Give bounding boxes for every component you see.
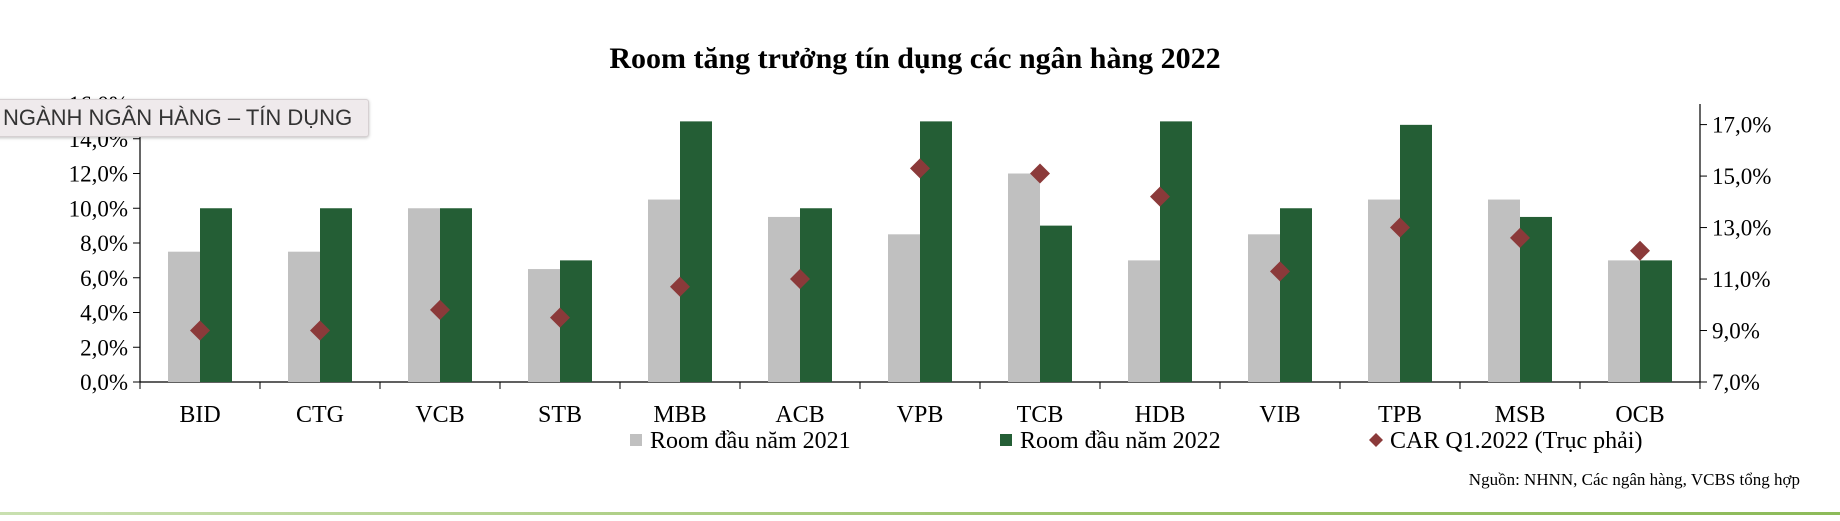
legend-label-1: Room đầu năm 2021 <box>650 428 851 454</box>
car-marker-hdb <box>1150 186 1170 207</box>
left-tick-label: 8,0% <box>80 231 128 256</box>
car-marker-ocb <box>1630 240 1650 261</box>
right-tick-label: 9,0% <box>1712 319 1760 344</box>
bar-room-2022-tpb <box>1400 124 1432 382</box>
legend-swatch-3 <box>1369 433 1383 447</box>
chart-title: Room tăng trưởng tín dụng các ngân hàng … <box>609 42 1220 75</box>
bar-room-2022-tcb <box>1040 225 1072 382</box>
legend-swatch-1 <box>630 434 642 446</box>
bar-room-2022-bid <box>200 208 232 382</box>
bar-room-2021-bid <box>168 251 200 382</box>
category-label-mbb: MBB <box>653 402 706 428</box>
legend-label-3: CAR Q1.2022 (Trục phải) <box>1390 428 1642 454</box>
category-labels: BID CTG VCB STB MBB ACB VPB TCB HDB VIB TPB MSB OCB <box>179 402 1664 428</box>
car-marker-vcb <box>430 299 450 320</box>
car-marker-vpb <box>910 158 930 179</box>
bar-room-2022-ocb <box>1640 260 1672 382</box>
bar-room-2022-vpb <box>920 121 952 382</box>
car-marker-tcb <box>1030 163 1050 184</box>
category-label-hdb: HDB <box>1135 402 1186 428</box>
right-tick-label: 15,0% <box>1712 164 1771 189</box>
car-marker-msb <box>1510 227 1530 248</box>
bar-room-2022-vib <box>1280 208 1312 382</box>
bar-room-2021-vcb <box>408 208 440 382</box>
left-tick-label: 6,0% <box>80 266 128 291</box>
right-tick-label: 13,0% <box>1712 216 1771 241</box>
car-marker-ctg <box>310 320 330 341</box>
car-marker-mbb <box>670 276 690 297</box>
bars <box>168 121 1672 382</box>
bar-room-2022-vcb <box>440 208 472 382</box>
left-tick-label: 2,0% <box>80 335 128 360</box>
category-label-ctg: CTG <box>296 402 344 428</box>
category-label-vib: VIB <box>1259 402 1300 428</box>
bar-room-2022-ctg <box>320 208 352 382</box>
source-note: Nguồn: NHNN, Các ngân hàng, VCBS tổng hợ… <box>1468 470 1800 489</box>
category-label-ocb: OCB <box>1615 402 1664 428</box>
car-marker-tpb <box>1390 217 1410 238</box>
car-marker-acb <box>790 269 810 290</box>
category-label-tpb: TPB <box>1378 402 1422 428</box>
category-label-vcb: VCB <box>415 402 464 428</box>
bar-room-2021-hdb <box>1128 260 1160 382</box>
bar-room-2022-acb <box>800 208 832 382</box>
category-label-acb: ACB <box>775 402 824 428</box>
legend-label-2: Room đầu năm 2022 <box>1020 428 1221 454</box>
bar-room-2022-hdb <box>1160 121 1192 382</box>
car-marker-vib <box>1270 261 1290 282</box>
category-label-stb: STB <box>538 402 582 428</box>
right-tick-label: 7,0% <box>1712 370 1760 395</box>
bar-room-2021-tcb <box>1008 173 1040 382</box>
right-tick-label: 11,0% <box>1712 267 1771 292</box>
bar-room-2021-acb <box>768 216 800 382</box>
car-marker-bid <box>190 320 210 341</box>
category-label-vpb: VPB <box>897 402 944 428</box>
left-tick-label: 0,0% <box>80 370 128 395</box>
category-label-bid: BID <box>179 402 220 428</box>
category-label-msb: MSB <box>1495 402 1546 428</box>
legend: Room đầu năm 2021 Room đầu năm 2022 CAR Q1… <box>630 428 1642 454</box>
category-label-tcb: TCB <box>1017 402 1064 428</box>
left-tick-label: 10,0% <box>69 196 128 221</box>
bar-room-2022-msb <box>1520 216 1552 382</box>
right-tick-label: 17,0% <box>1712 113 1771 138</box>
bar-room-2021-ctg <box>288 251 320 382</box>
bar-room-2021-vpb <box>888 234 920 382</box>
bar-room-2021-msb <box>1488 199 1520 382</box>
left-tick-label: 4,0% <box>80 301 128 326</box>
bar-room-2021-vib <box>1248 234 1280 382</box>
bottom-divider <box>0 512 1840 515</box>
car-markers <box>190 158 1650 341</box>
bar-room-2022-mbb <box>680 121 712 382</box>
car-marker-stb <box>550 307 570 328</box>
bar-room-2021-ocb <box>1608 260 1640 382</box>
section-tab-label[interactable]: NGÀNH NGÂN HÀNG – TÍN DỤNG <box>0 99 370 137</box>
bar-room-2021-stb <box>528 269 560 382</box>
left-tick-label: 12,0% <box>69 162 128 187</box>
legend-swatch-2 <box>1000 434 1012 446</box>
